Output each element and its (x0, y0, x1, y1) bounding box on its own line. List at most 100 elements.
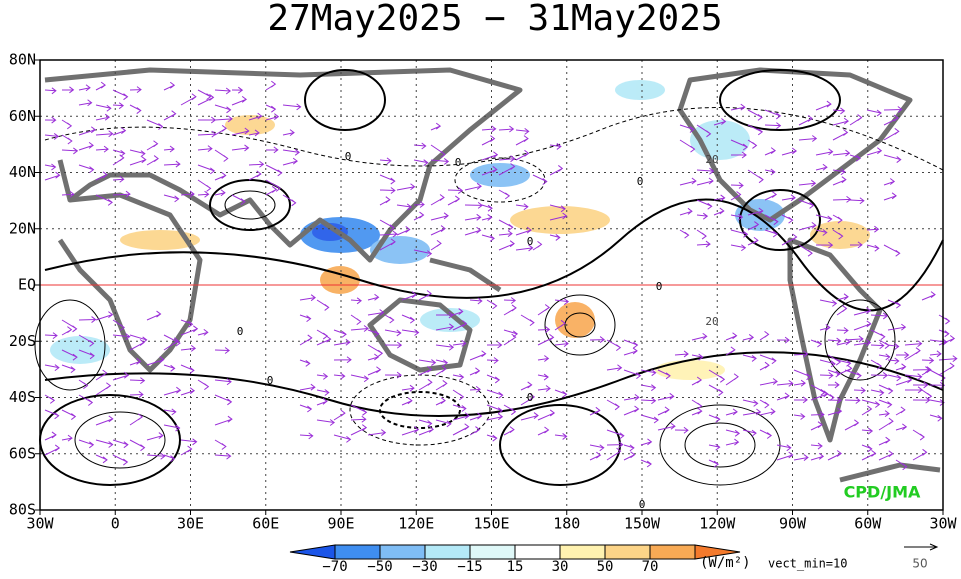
wind-vector (61, 134, 73, 145)
wind-vector (78, 126, 97, 136)
wind-vector (452, 423, 470, 436)
wind-vector (623, 339, 639, 349)
colorbar-cell (604, 544, 651, 560)
wind-vector (265, 146, 279, 154)
wind-vector (163, 454, 176, 463)
wind-vector (895, 406, 906, 416)
wind-vector (384, 314, 395, 324)
wind-vector (776, 380, 794, 387)
wind-vector (742, 334, 755, 341)
wind-vector (214, 124, 227, 136)
wind-vector (853, 387, 866, 394)
wind-vector (696, 240, 711, 248)
wind-vector (904, 373, 923, 381)
wind-vector (367, 344, 384, 357)
wind-vector (764, 191, 778, 201)
wind-vector (435, 311, 454, 319)
wind-vector (708, 384, 724, 396)
wind-vector (503, 297, 517, 304)
wind-vector (452, 339, 467, 347)
wind-vector (61, 319, 78, 333)
wind-vector (163, 145, 175, 153)
wind-vector (180, 364, 195, 374)
wind-vector (265, 80, 277, 91)
wind-vector (498, 219, 514, 231)
wind-vector (180, 438, 198, 446)
wind-vector (180, 445, 193, 456)
wind-vector (61, 349, 78, 361)
wind-vector (163, 364, 176, 372)
wind-vector (418, 419, 433, 427)
wind-vector (554, 389, 568, 398)
wind-vector (853, 339, 872, 347)
wind-vector (214, 104, 232, 114)
wind-vector (265, 164, 283, 177)
wind-vector (503, 404, 517, 416)
contour-label: 0 (345, 150, 352, 163)
wind-vector (418, 365, 433, 376)
wind-vector (832, 214, 843, 224)
wind-vector (163, 386, 182, 396)
wind-vector (350, 415, 367, 423)
wind-vector (836, 338, 851, 346)
wind-vector (452, 404, 467, 412)
wind-vector (112, 102, 125, 110)
wind-vector (469, 297, 483, 305)
wind-vector (129, 439, 146, 452)
wind-vector (95, 104, 112, 112)
wind-vector (861, 399, 881, 408)
wind-vector (396, 183, 416, 191)
wind-vector (853, 320, 872, 331)
lon-label: 30W (929, 515, 957, 533)
wind-vector (95, 113, 111, 121)
wind-vector (819, 299, 838, 307)
wind-vector (129, 413, 144, 426)
wind-vector (691, 332, 708, 341)
wind-vector (849, 241, 863, 249)
wind-vector (793, 413, 806, 420)
wind-vector (112, 439, 129, 449)
wind-vector (537, 326, 551, 333)
wind-vector (401, 291, 417, 301)
wind-vector (776, 451, 794, 461)
wind-vector (895, 423, 908, 431)
colorbar-cell (334, 544, 381, 560)
wind-vector (350, 404, 368, 416)
wind-vector (452, 389, 465, 401)
wind-vector (112, 149, 126, 157)
wind-vector (921, 357, 935, 364)
wind-vector (129, 339, 145, 351)
wind-vector (367, 329, 380, 338)
wind-vector (469, 367, 481, 376)
wind-vector (764, 168, 776, 176)
wind-vector (929, 381, 946, 389)
wind-vector (725, 373, 739, 386)
wind-vector (95, 439, 114, 448)
wind-vector (691, 353, 704, 361)
wind-vector (776, 336, 790, 344)
wind-vector (231, 127, 250, 136)
wind-vector (810, 421, 823, 431)
wind-vector (248, 160, 265, 168)
wind-vector (129, 104, 142, 114)
wind-vector (640, 397, 657, 405)
wind-vector (696, 229, 707, 240)
wind-vector (265, 104, 277, 113)
wind-vector (435, 359, 449, 367)
wind-vector (815, 100, 832, 111)
colorbar-label: −50 (367, 559, 392, 575)
wind-vector (554, 298, 570, 306)
wind-vector (129, 149, 146, 157)
wind-vector (515, 135, 529, 146)
wind-vector (197, 179, 212, 192)
wind-vector (95, 81, 106, 91)
wind-vector (866, 147, 883, 156)
wind-vector (878, 436, 891, 446)
wind-vector (708, 443, 721, 451)
wind-vector (112, 89, 129, 101)
reference-vector: 50 (912, 557, 927, 571)
wind-vector (730, 229, 749, 238)
colorbar: −70 −50 −30 −15 15 30 50 70 (289, 544, 741, 575)
wind-vector (214, 378, 232, 386)
wind-vector (870, 389, 885, 397)
